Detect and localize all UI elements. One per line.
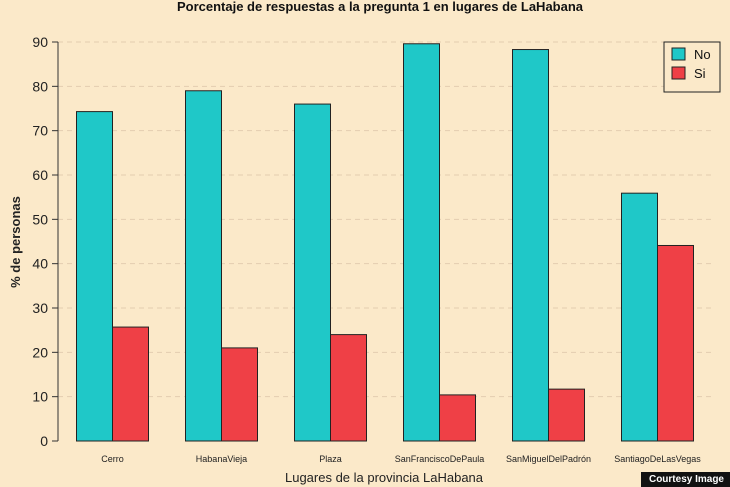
y-tick-label: 60	[32, 167, 48, 183]
bar-si	[439, 394, 476, 442]
bar-no	[403, 43, 440, 442]
y-tick-label: 40	[32, 256, 48, 272]
bar-no	[294, 103, 331, 442]
bar-no	[621, 192, 658, 442]
grid-lines	[58, 41, 712, 398]
legend-swatch-no	[671, 47, 686, 61]
y-tick-label: 30	[32, 300, 48, 316]
bar-no	[76, 111, 113, 442]
x-tick-label: SantiagoDeLasVegas	[614, 454, 701, 464]
bars	[76, 43, 694, 442]
x-tick-label: Plaza	[319, 454, 342, 464]
bar-si	[112, 326, 149, 442]
bar-no	[185, 90, 222, 442]
legend: No Si	[663, 41, 721, 93]
legend-label: No	[694, 47, 711, 62]
x-tick-label: SanFranciscoDePaula	[395, 454, 485, 464]
legend-label: Si	[694, 66, 706, 81]
y-axis-title: % de personas	[8, 196, 23, 288]
y-tick-label: 70	[32, 123, 48, 139]
bar-si	[221, 347, 258, 442]
chart-title: Porcentaje de respuestas a la pregunta 1…	[177, 0, 584, 14]
y-tick-label: 80	[32, 78, 48, 94]
x-tick-label: SanMiguelDelPadrón	[506, 454, 591, 464]
y-tick-label: 90	[32, 34, 48, 50]
bar-si	[330, 334, 367, 442]
x-tick-label: HabanaVieja	[196, 454, 247, 464]
legend-swatch-si	[671, 66, 686, 80]
y-tick-label: 10	[32, 389, 48, 405]
y-axis: 0 10 20 30 40 50 60 70 80 90	[32, 34, 59, 449]
image-credit: Courtesy Image	[640, 472, 730, 487]
bar-no	[512, 49, 549, 442]
y-tick-label: 50	[32, 211, 48, 227]
x-tick-label: Cerro	[101, 454, 124, 464]
x-axis: Cerro HabanaVieja Plaza SanFranciscoDePaula…	[101, 454, 701, 464]
bar-si	[657, 244, 694, 442]
y-tick-label: 0	[40, 433, 48, 449]
bar-si	[548, 388, 585, 442]
y-tick-label: 20	[32, 344, 48, 360]
x-axis-title: Lugares de la provincia LaHabana	[285, 470, 484, 485]
